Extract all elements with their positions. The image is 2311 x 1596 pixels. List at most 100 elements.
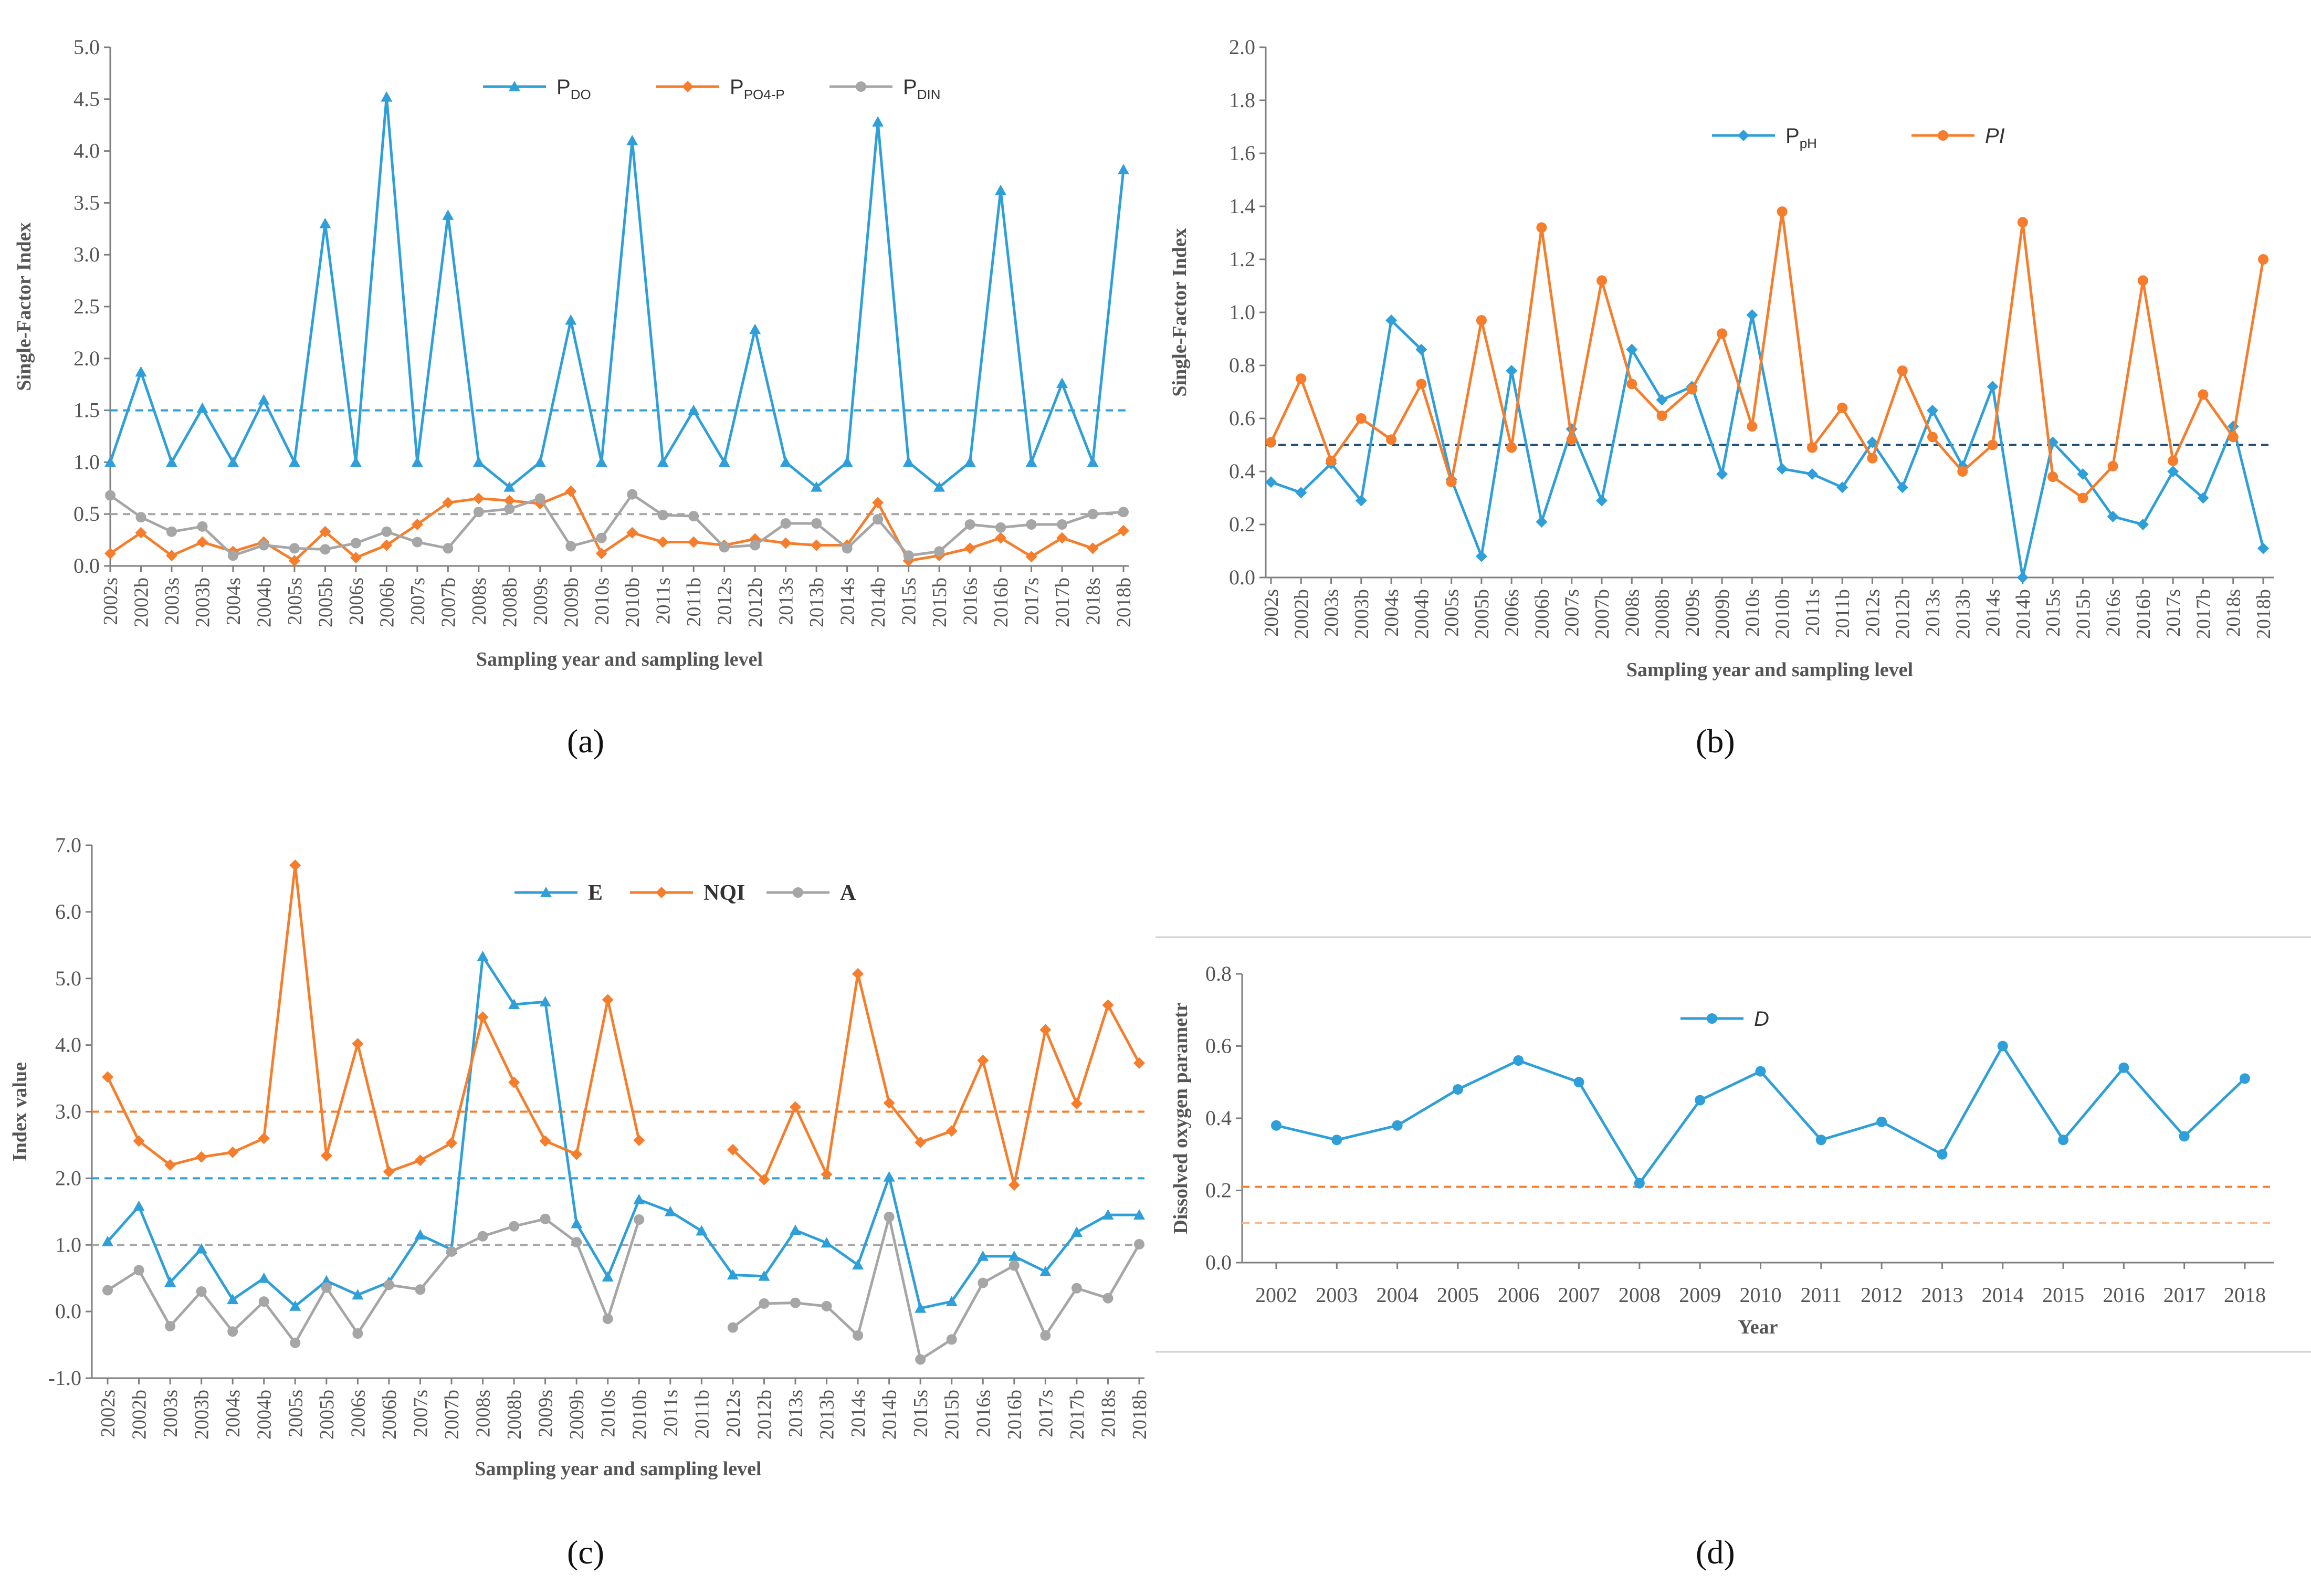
y-tick-label: 0.2 — [1229, 512, 1255, 536]
data-point — [1331, 1135, 1342, 1146]
data-point — [565, 314, 577, 325]
data-point — [321, 1282, 332, 1293]
data-point — [1134, 1238, 1144, 1250]
y-tick-label: 2.0 — [1229, 35, 1255, 59]
data-point — [821, 1237, 833, 1248]
x-tick-label: 2004b — [254, 1390, 276, 1440]
data-point — [320, 1275, 332, 1286]
x-tick-label: 2012s — [722, 1390, 744, 1437]
legend-item: E — [514, 881, 603, 905]
data-point — [595, 456, 607, 467]
data-point — [135, 527, 147, 539]
data-point — [133, 1135, 145, 1147]
x-tick-label: 2008b — [1652, 589, 1674, 639]
data-point — [758, 1270, 770, 1281]
y-tick-label: 0.6 — [1205, 1034, 1232, 1058]
x-tick-label: 2006b — [376, 578, 398, 627]
data-point — [1536, 222, 1547, 233]
data-point — [2167, 466, 2179, 477]
data-point — [915, 1136, 927, 1148]
data-point — [165, 456, 177, 467]
x-axis-title: Sampling year and sampling level — [476, 648, 763, 670]
data-point — [933, 481, 946, 492]
data-point — [381, 91, 393, 102]
data-point — [383, 1279, 394, 1290]
x-tick-label: 2006b — [379, 1390, 401, 1440]
data-point — [1876, 1116, 1887, 1127]
data-point — [1987, 439, 1998, 450]
x-tick-label: 2007b — [437, 578, 459, 627]
data-point — [688, 404, 700, 415]
data-point — [2118, 1062, 2129, 1073]
y-axis-title: Dissolved oxygen parametr — [1170, 1002, 1192, 1234]
data-point — [196, 1286, 207, 1297]
x-tick-label: 2002s — [97, 1390, 119, 1437]
data-point — [627, 489, 638, 500]
data-point — [883, 1171, 895, 1182]
data-point — [258, 1272, 270, 1283]
x-tick-label: 2010b — [628, 1390, 650, 1440]
data-point — [1573, 1077, 1584, 1088]
data-point — [288, 555, 300, 567]
data-point — [872, 116, 884, 127]
data-point — [350, 552, 362, 564]
caption-b: (b) — [1696, 722, 1735, 760]
x-tick-label: 2014s — [1982, 589, 2004, 637]
x-tick-label: 2018 — [2224, 1283, 2266, 1307]
x-tick-label: 2017s — [1035, 1390, 1057, 1437]
x-tick-label: 2017b — [1066, 1390, 1088, 1440]
legend-label: PDIN — [903, 76, 940, 102]
data-point — [727, 1322, 738, 1333]
x-tick-label: 2010b — [1772, 589, 1794, 639]
x-tick-label: 2009b — [1711, 589, 1734, 639]
data-point — [195, 1151, 207, 1163]
legend-swatch-marker — [856, 81, 866, 92]
x-tick-label: 2002 — [1255, 1283, 1297, 1307]
data-point — [350, 456, 362, 467]
x-tick-label: 2017 — [2163, 1283, 2205, 1307]
data-point — [565, 485, 577, 497]
x-tick-label: 2018s — [1083, 578, 1105, 625]
x-tick-label: 2006s — [1501, 589, 1523, 637]
data-point — [1008, 1250, 1020, 1261]
x-tick-label: 2011b — [691, 1390, 713, 1439]
data-point — [1118, 507, 1129, 518]
data-point — [1133, 1057, 1145, 1069]
data-point — [412, 537, 423, 548]
caption-c: (c) — [567, 1534, 605, 1571]
data-point — [1071, 1283, 1082, 1294]
data-point — [727, 1143, 739, 1156]
x-tick-label: 2012b — [753, 1390, 775, 1440]
x-tick-label: 2011 — [1801, 1283, 1842, 1307]
data-point — [595, 548, 607, 560]
data-point — [2137, 519, 2149, 530]
data-point — [688, 536, 700, 548]
data-point — [320, 1150, 332, 1162]
x-tick-label: 2018s — [2223, 589, 2245, 637]
x-tick-label: 2007s — [407, 578, 429, 625]
legend-item: PI — [1911, 124, 2005, 148]
y-tick-label: 3.0 — [73, 243, 100, 266]
data-point — [1997, 1041, 2008, 1052]
data-point — [133, 1200, 145, 1211]
data-point — [1475, 550, 1487, 562]
data-point — [446, 1246, 457, 1257]
y-tick-label: 1.0 — [73, 450, 100, 474]
data-point — [749, 323, 761, 334]
data-point — [696, 1225, 708, 1236]
legend-swatch-marker — [793, 887, 803, 898]
data-point — [534, 456, 546, 467]
series-line — [107, 952, 1139, 1310]
data-point — [504, 503, 515, 514]
x-tick-label: 2013b — [816, 1390, 838, 1440]
x-tick-label: 2005s — [284, 578, 306, 625]
data-point — [1118, 524, 1129, 537]
x-tick-label: 2009s — [530, 578, 552, 625]
data-point — [2240, 1073, 2250, 1084]
x-tick-label: 2016s — [960, 578, 982, 625]
data-point — [509, 1221, 520, 1232]
data-point — [2257, 542, 2269, 554]
data-point — [411, 456, 423, 467]
x-tick-label: 2015s — [2042, 589, 2064, 637]
legend-swatch-marker — [1738, 130, 1749, 141]
